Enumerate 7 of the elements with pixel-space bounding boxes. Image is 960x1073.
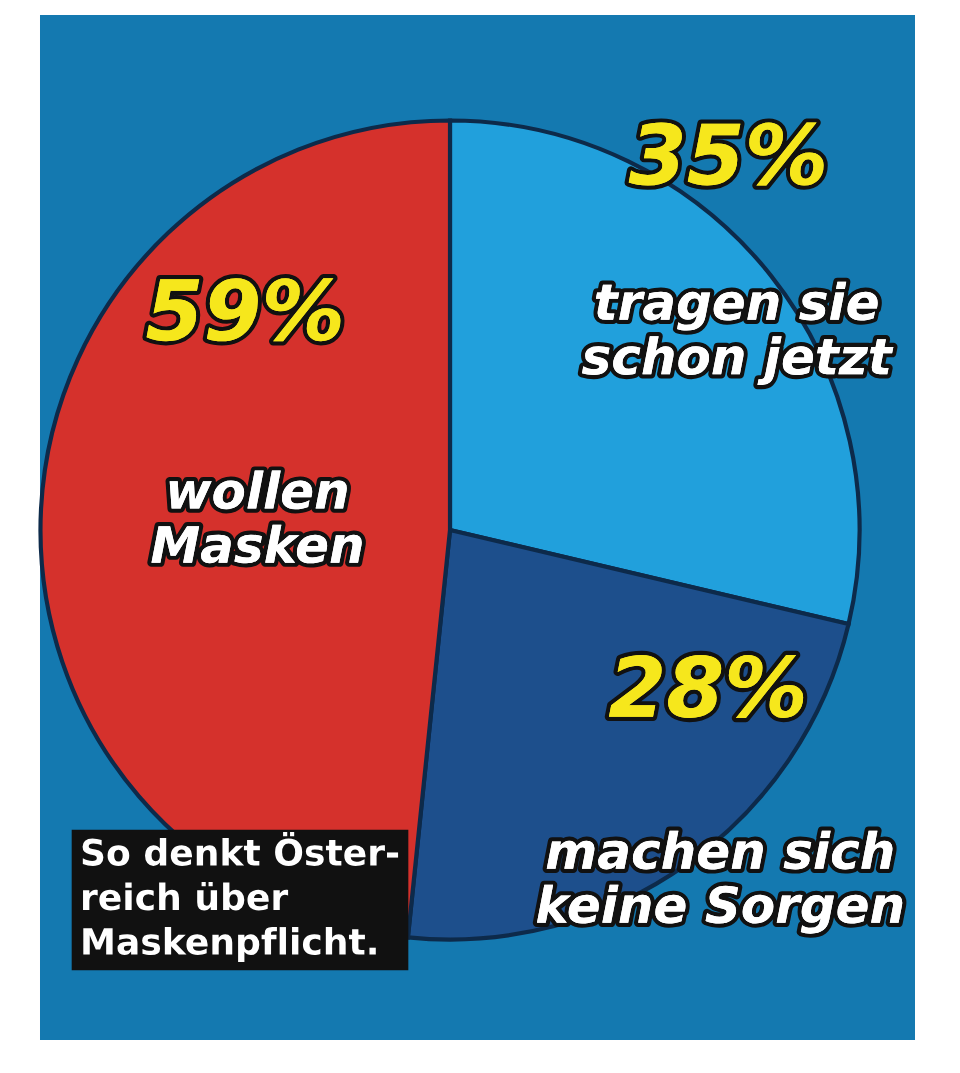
slice-label: wollen Masken: [151, 470, 362, 564]
text: So denkt Öster- reich über Maskenpflicht.: [82, 832, 399, 963]
slice-label: machen sich keine Sorgen: [536, 830, 903, 934]
slice-label: tragen sie schon jetzt: [582, 281, 894, 386]
data-label: 35%: [628, 122, 824, 186]
data-label: 28%: [608, 654, 804, 718]
data-label: 59%: [146, 278, 341, 342]
